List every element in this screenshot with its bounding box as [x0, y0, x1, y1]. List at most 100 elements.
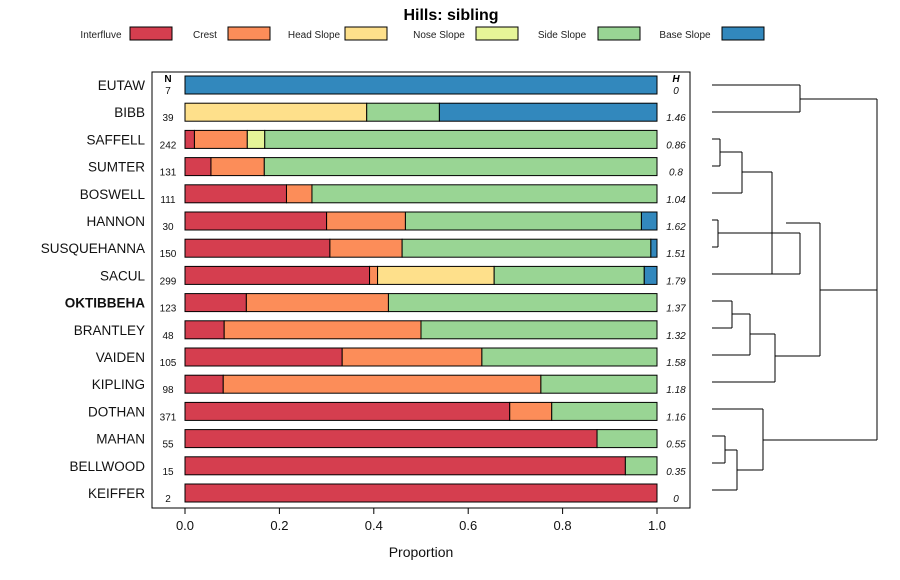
bar-segment — [438, 102, 658, 122]
h-value: 0 — [673, 494, 679, 505]
legend-label: Crest — [193, 30, 217, 41]
h-value: 0.35 — [666, 467, 686, 478]
h-column-header: H — [672, 74, 680, 85]
bar-segment — [193, 129, 248, 149]
category-label: VAIDEN — [96, 350, 145, 365]
n-value: 7 — [165, 86, 171, 97]
h-value: 1.32 — [666, 331, 686, 342]
h-value: 1.37 — [666, 304, 686, 315]
n-value: 15 — [162, 467, 174, 478]
bar-segment — [643, 265, 658, 285]
category-label: SACUL — [100, 268, 146, 283]
bar-segment — [223, 320, 422, 340]
bar-segment — [184, 483, 658, 503]
category-label: OKTIBBEHA — [65, 296, 145, 311]
bar-segment — [184, 293, 247, 313]
legend-swatch — [227, 26, 271, 41]
n-value: 105 — [160, 358, 177, 369]
category-label: KIPLING — [92, 377, 145, 392]
bar-segment — [326, 211, 406, 231]
n-column-header: N — [164, 74, 171, 85]
bar-segment — [184, 102, 368, 122]
legend-swatch — [597, 26, 641, 41]
category-label: SAFFELL — [86, 132, 145, 147]
category-label: HANNON — [86, 214, 145, 229]
bar-segment — [596, 429, 658, 449]
category-label: MAHAN — [96, 432, 145, 447]
legend-label: Interfluve — [80, 30, 122, 41]
n-value: 39 — [162, 113, 174, 124]
bar-segment — [184, 320, 225, 340]
n-value: 123 — [160, 304, 177, 315]
h-value: 0.8 — [669, 168, 683, 179]
bar-segment — [404, 211, 642, 231]
bar-segment — [540, 374, 658, 394]
category-label: SUSQUEHANNA — [41, 241, 145, 256]
bar-segment — [481, 347, 658, 367]
category-label: SUMTER — [88, 160, 145, 175]
legend-label: Head Slope — [288, 30, 341, 41]
n-value: 242 — [160, 140, 177, 151]
category-label: BIBB — [114, 105, 145, 120]
legend-swatch — [475, 26, 519, 41]
bar-segment — [184, 184, 287, 204]
n-value: 48 — [162, 331, 174, 342]
bar-segment — [650, 238, 658, 258]
h-value: 0 — [673, 86, 679, 97]
bar-segment — [624, 456, 658, 476]
h-value: 0.86 — [666, 140, 686, 151]
n-value: 299 — [160, 276, 177, 287]
category-label: BRANTLEY — [74, 323, 145, 338]
bar-segment — [184, 211, 328, 231]
bar-segment — [369, 265, 379, 285]
bar-segment — [210, 157, 265, 177]
category-label: BELLWOOD — [69, 459, 145, 474]
bar-segment — [377, 265, 495, 285]
n-value: 98 — [162, 385, 174, 396]
x-tick-label: 1.0 — [648, 518, 666, 533]
h-value: 1.16 — [666, 412, 686, 423]
legend-label: Side Slope — [538, 30, 587, 41]
bar-segment — [184, 456, 626, 476]
x-axis-title: Proportion — [389, 544, 454, 560]
n-value: 371 — [160, 412, 177, 423]
legend-label: Base Slope — [659, 30, 711, 41]
legend-swatch — [129, 26, 173, 41]
h-value: 1.51 — [666, 249, 685, 260]
legend-swatch — [721, 26, 765, 41]
bar-segment — [184, 157, 212, 177]
bar-segment — [341, 347, 483, 367]
bar-segment — [184, 374, 224, 394]
h-value: 0.55 — [666, 440, 686, 451]
n-value: 150 — [160, 249, 177, 260]
h-value: 1.79 — [666, 276, 686, 287]
legend: Interfluve Crest Head Slope Nose Slope Side … — [80, 26, 765, 41]
h-value: 1.58 — [666, 358, 686, 369]
bar-segment — [509, 401, 553, 421]
x-tick-label: 0.4 — [365, 518, 383, 533]
x-tick-label: 0.6 — [459, 518, 477, 533]
n-value: 2 — [165, 494, 171, 505]
bar-segment — [184, 401, 511, 421]
bar-segment — [184, 238, 331, 258]
chart-title: Hills: sibling — [403, 7, 498, 24]
x-tick-label: 0.8 — [554, 518, 572, 533]
bar-segment — [264, 129, 658, 149]
bar-segment — [387, 293, 658, 313]
bar-segment — [329, 238, 403, 258]
legend-swatch — [344, 26, 388, 41]
n-value: 111 — [160, 195, 176, 206]
bar-segment — [420, 320, 658, 340]
category-label: KEIFFER — [88, 486, 145, 501]
h-value: 1.46 — [666, 113, 686, 124]
x-axis: 0.0 0.2 0.4 0.6 0.8 1.0 — [176, 508, 666, 533]
legend-label: Nose Slope — [413, 30, 465, 41]
bar-segment — [311, 184, 658, 204]
h-value: 1.04 — [666, 195, 686, 206]
bar-segment — [246, 129, 266, 149]
bar-segment — [263, 157, 658, 177]
bar-segment — [366, 102, 440, 122]
bar-segment — [184, 75, 658, 95]
bar-segment — [245, 293, 389, 313]
